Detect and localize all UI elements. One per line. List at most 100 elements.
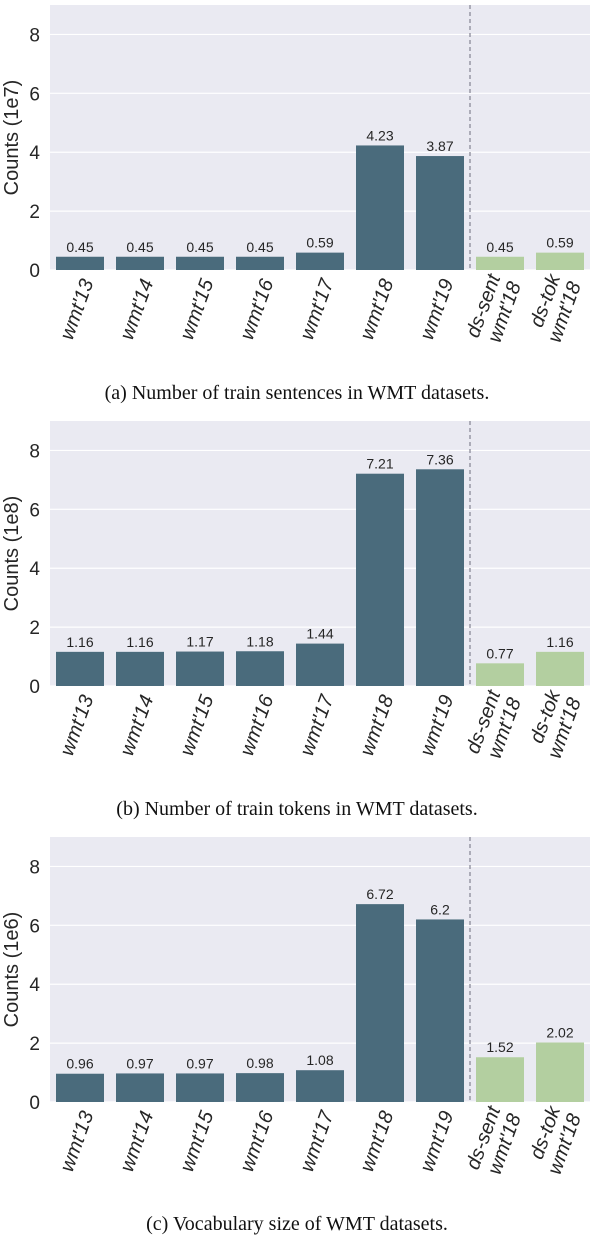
x-tick-label: wmt'18 [356,692,398,758]
bar-value-label: 1.52 [486,1039,513,1055]
bar-value-label: 0.96 [66,1056,93,1072]
bar-value-label: 0.45 [246,239,273,255]
y-tick-label: 6 [29,84,40,105]
bar-value-label: 1.18 [246,633,273,649]
bar-value-label: 0.98 [246,1055,273,1071]
x-tick-label: wmt'15 [176,275,218,342]
bar [236,1073,284,1102]
x-tick-label: wmt'16 [236,275,278,342]
bar-value-label: 7.36 [426,451,453,467]
y-tick-label: 0 [29,677,40,698]
x-tick-label: wmt'19 [416,276,458,342]
bar [56,1073,104,1102]
y-tick-label: 6 [29,500,40,521]
bar-value-label: 0.45 [66,239,93,255]
bar [236,651,284,686]
chart-panel-3: 0 2 4 6 8 Counts (1e6) 0.96 wmt'13 0.97 wmt'14 0.9… [1,837,590,1235]
bar [356,904,404,1102]
bar-value-label: 4.23 [366,127,393,143]
bar-value-label: 6.72 [366,886,393,902]
x-tick-label: wmt'19 [416,692,458,758]
y-tick-label: 4 [29,559,40,580]
y-tick-label: 4 [29,975,40,996]
bar [116,256,164,270]
bar-value-label: 0.77 [486,645,513,661]
bar [536,1042,584,1102]
bar-value-label: 0.97 [186,1055,213,1071]
chart-panel-1: 0 2 4 6 8 Counts (1e7) 0.45 wmt'13 0.45 wmt'14 0.4… [1,5,590,404]
bar-value-label: 0.45 [186,239,213,255]
x-tick-label: wmt'15 [176,1107,218,1174]
x-tick-label: wmt'16 [236,691,278,758]
bar [56,651,104,686]
bar [296,1070,344,1102]
bar [56,256,104,270]
bar-value-label: 0.45 [126,239,153,255]
figure-caption: (b) Number of train tokens in WMT datase… [116,798,477,820]
x-tick-label: ds-tokwmt'18 [523,687,586,762]
bar [116,1073,164,1102]
x-tick-label: wmt'17 [296,275,338,342]
bar [176,651,224,686]
bar [416,919,464,1102]
bar [236,256,284,270]
bar [176,1073,224,1102]
plot-background [50,421,590,686]
x-tick-label: ds-sentwmt'18 [462,1102,526,1180]
y-tick-label: 6 [29,916,40,937]
y-tick-label: 2 [29,202,40,223]
x-tick-label: ds-tokwmt'18 [523,271,586,346]
chart-panel-2: 0 2 4 6 8 Counts (1e8) 1.16 wmt'13 1.16 wmt'14 1.1… [1,421,590,820]
bar [356,473,404,686]
x-tick-label: ds-sentwmt'18 [462,686,526,764]
x-tick-label: wmt'18 [356,276,398,342]
bar-value-label: 6.2 [430,901,450,917]
bar-value-label: 1.16 [546,634,573,650]
x-tick-label: wmt'15 [176,691,218,758]
bar-value-label: 1.16 [66,634,93,650]
y-tick-label: 8 [29,441,40,462]
figure-caption: (a) Number of train sentences in WMT dat… [105,382,490,404]
bar [176,256,224,270]
y-tick-label: 8 [29,25,40,46]
bar [416,156,464,270]
bar [476,256,524,270]
bar-value-label: 0.59 [306,235,333,251]
x-tick-label: wmt'13 [56,276,98,342]
x-tick-label: wmt'13 [56,1108,98,1174]
y-tick-label: 0 [29,1093,40,1114]
x-tick-label: wmt'17 [296,1107,338,1174]
y-tick-label: 0 [29,261,40,282]
bar-value-label: 0.45 [486,239,513,255]
x-tick-label: ds-sentwmt'18 [462,270,526,348]
bar-value-label: 7.21 [366,456,393,472]
y-axis-label: Counts (1e8) [1,496,23,612]
x-tick-label: wmt'18 [356,1108,398,1174]
bar-value-label: 1.17 [186,634,213,650]
bar [296,643,344,686]
bar [536,252,584,270]
x-tick-label: wmt'16 [236,1107,278,1174]
bar-value-label: 3.87 [426,138,453,154]
x-tick-label: wmt'14 [116,1108,158,1174]
x-tick-label: ds-tokwmt'18 [523,1103,586,1178]
bar-value-label: 1.44 [306,626,333,642]
bar [536,651,584,686]
bar-value-label: 0.59 [546,235,573,251]
x-tick-label: wmt'14 [116,276,158,342]
x-tick-label: wmt'14 [116,692,158,758]
x-tick-label: wmt'17 [296,691,338,758]
bar [476,1057,524,1102]
x-tick-label: wmt'19 [416,1108,458,1174]
y-tick-label: 4 [29,143,40,164]
bar-value-label: 1.08 [306,1052,333,1068]
bar [296,252,344,270]
bar-value-label: 1.16 [126,634,153,650]
y-tick-label: 2 [29,618,40,639]
bar-value-label: 0.97 [126,1055,153,1071]
bar [416,469,464,686]
y-tick-label: 2 [29,1034,40,1055]
x-tick-label: wmt'13 [56,692,98,758]
plot-background [50,5,590,270]
